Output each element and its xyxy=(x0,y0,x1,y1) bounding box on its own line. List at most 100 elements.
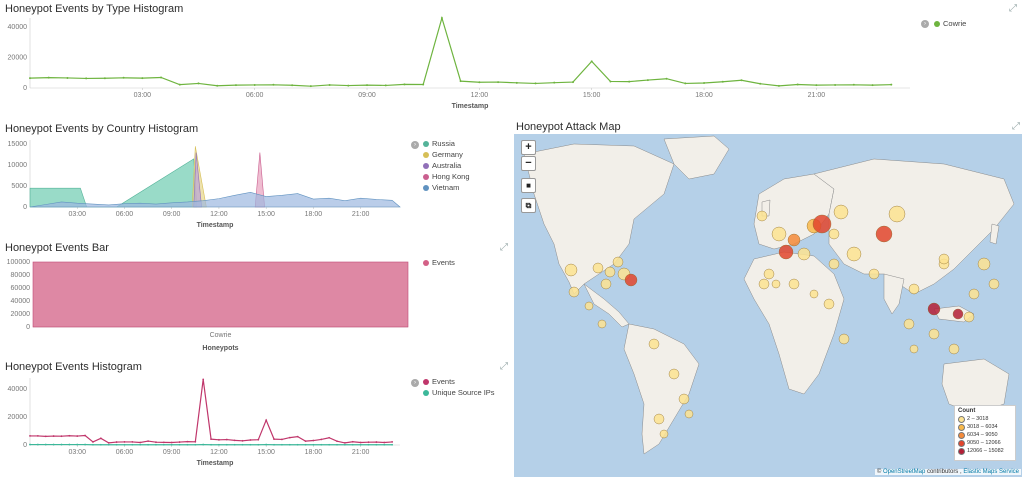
expand-icon[interactable]: ⤢ xyxy=(1012,121,1020,132)
data-point xyxy=(257,443,260,446)
map-bubble xyxy=(833,204,849,220)
data-point xyxy=(328,436,331,439)
data-point xyxy=(218,438,220,441)
y-tick-label: 100000 xyxy=(7,259,30,266)
events-bar-panel: Honeypot Events Bar ⤢ xyxy=(5,242,510,354)
data-point xyxy=(92,441,94,443)
count-legend-title: Count xyxy=(958,408,976,414)
x-tick-label: 09:00 xyxy=(163,449,181,456)
map-bubble xyxy=(771,279,781,289)
count-legend-dot-icon xyxy=(958,447,965,455)
zoom-out-button[interactable]: − xyxy=(521,156,536,171)
x-tick-label: 18:00 xyxy=(305,211,323,218)
country-histogram-chart: 0 5000 10000 15000 03:00 06:00 09:00 12:00 15:00… xyxy=(8,140,401,229)
map-bubble xyxy=(875,225,893,243)
legend-item[interactable]: Cowrie xyxy=(934,18,966,29)
data-point xyxy=(609,80,612,83)
legend-item[interactable]: Unique Source IPs xyxy=(423,387,495,398)
country-histogram-title: Honeypot Events by Country Histogram xyxy=(5,123,199,135)
count-legend-label: 3018 – 6034 xyxy=(967,424,998,430)
data-point xyxy=(60,435,63,438)
legend-item[interactable]: Vietnam xyxy=(423,182,470,193)
data-point xyxy=(85,77,88,80)
x-tick-label: Cowrie xyxy=(210,332,232,339)
data-point xyxy=(281,443,283,446)
legend-item[interactable]: Events xyxy=(423,376,495,387)
y-tick-label: 10000 xyxy=(8,162,28,169)
data-point xyxy=(796,83,799,86)
events-histogram-panel: Honeypot Events Histogram ⤢ xyxy=(5,361,510,476)
data-point xyxy=(366,84,369,87)
data-point xyxy=(852,83,855,86)
map-count-legend: Count 2 – 3018 3018 – 6034 6034 – 9050 9050… xyxy=(954,405,1016,461)
count-legend-label: 12066 – 15082 xyxy=(967,448,1004,454)
data-point xyxy=(328,83,331,86)
data-point xyxy=(225,443,228,446)
map-bubble xyxy=(908,283,920,295)
map-bubble xyxy=(568,286,580,298)
data-point xyxy=(304,440,307,442)
osm-link[interactable]: OpenStreetMap xyxy=(882,469,926,475)
expand-icon[interactable]: ⤢ xyxy=(500,242,508,253)
x-tick-label: 15:00 xyxy=(583,92,601,99)
data-point xyxy=(29,435,31,437)
data-point xyxy=(515,81,518,84)
x-tick-label: 03:00 xyxy=(68,211,86,218)
map-bubble xyxy=(758,278,770,290)
legend-toggle-icon[interactable]: › xyxy=(921,20,929,28)
x-tick-label: 21:00 xyxy=(352,211,370,218)
data-point xyxy=(115,443,118,446)
data-point xyxy=(703,81,706,84)
legend-dot-icon xyxy=(423,184,429,191)
data-point xyxy=(103,77,106,80)
data-point xyxy=(131,443,134,446)
ems-link[interactable]: Elastic Maps Service xyxy=(963,469,1019,475)
data-point xyxy=(312,439,315,442)
map-bubble xyxy=(684,409,694,419)
y-tick-label: 40000 xyxy=(8,24,28,31)
legend-item[interactable]: Hong Kong xyxy=(423,171,470,182)
legend-toggle-icon[interactable]: › xyxy=(411,379,419,387)
legend-toggle-icon[interactable]: › xyxy=(411,141,419,149)
draw-rectangle-button[interactable]: ■ xyxy=(521,178,536,193)
attack-map-title: Honeypot Attack Map xyxy=(516,121,621,133)
data-point xyxy=(170,441,173,444)
legend-item[interactable]: Australia xyxy=(423,160,470,171)
type-histogram-legend: Cowrie xyxy=(934,18,966,29)
data-point xyxy=(336,440,338,443)
data-point xyxy=(347,84,350,87)
crop-button[interactable]: ⧉ xyxy=(521,198,536,213)
map-bubble xyxy=(828,228,840,240)
y-tick-label: 5000 xyxy=(11,183,27,190)
legend-item[interactable]: Russia xyxy=(423,138,470,149)
data-point xyxy=(68,434,71,437)
country-histogram-panel: Honeypot Events by Country Histogram xyxy=(5,123,505,233)
expand-icon[interactable]: ⤢ xyxy=(1009,3,1017,14)
map-bubble xyxy=(788,278,800,290)
data-point xyxy=(351,443,354,446)
data-point xyxy=(29,77,31,80)
data-point xyxy=(44,443,47,446)
legend-item[interactable]: Events xyxy=(423,257,455,268)
events-histogram-title: Honeypot Events Histogram xyxy=(5,361,142,373)
attack-map[interactable] xyxy=(514,134,1022,477)
data-point xyxy=(162,443,165,446)
map-bubble xyxy=(809,289,819,299)
map-bubble xyxy=(564,263,578,277)
expand-icon[interactable]: ⤢ xyxy=(500,361,508,372)
data-point xyxy=(288,443,291,446)
legend-item[interactable]: Germany xyxy=(423,149,470,160)
data-point xyxy=(890,83,893,86)
data-point xyxy=(320,438,323,441)
data-point xyxy=(777,84,780,87)
zoom-in-button[interactable]: + xyxy=(521,140,536,155)
x-tick-label: 12:00 xyxy=(471,92,489,99)
x-tick-label: 18:00 xyxy=(695,92,713,99)
data-point xyxy=(155,443,157,446)
count-legend-label: 9050 – 12066 xyxy=(967,440,1001,446)
data-point xyxy=(834,83,837,86)
data-point xyxy=(343,443,346,446)
data-point xyxy=(155,441,157,444)
data-point xyxy=(36,443,39,446)
x-tick-label: 09:00 xyxy=(358,92,376,99)
